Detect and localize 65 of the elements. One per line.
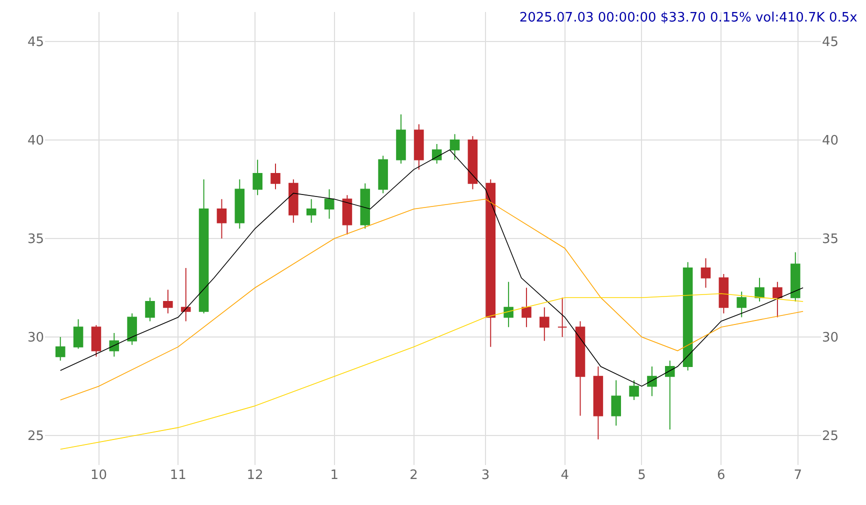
candlestick xyxy=(772,281,782,318)
candlestick xyxy=(145,297,155,322)
candlestick xyxy=(288,178,298,224)
candlestick xyxy=(414,124,424,170)
x-tick-label: 7 xyxy=(794,468,802,483)
candlestick xyxy=(593,366,604,440)
candlestick xyxy=(55,336,66,362)
y-tick-label: 30 xyxy=(27,330,44,346)
candlestick xyxy=(270,163,280,190)
y2-tick-label: 45 xyxy=(822,35,839,50)
candlestick xyxy=(342,194,352,236)
candlestick xyxy=(665,360,675,430)
candlestick xyxy=(718,273,729,314)
candlestick xyxy=(163,289,173,314)
candlestick xyxy=(216,198,227,239)
candlestick xyxy=(378,155,388,194)
y-tick-label: 25 xyxy=(27,429,44,444)
x-tick-label: 12 xyxy=(246,468,264,483)
candlestick xyxy=(522,287,532,328)
candlestick xyxy=(611,380,622,426)
x-tick-label: 6 xyxy=(716,468,726,483)
candlestick xyxy=(127,312,137,346)
candlestick xyxy=(450,134,460,160)
candlestick xyxy=(575,320,586,416)
line-series xyxy=(60,293,804,450)
x-tick-label: 10 xyxy=(90,468,108,483)
candlestick xyxy=(647,366,657,397)
candlestick xyxy=(109,332,120,358)
candlestick xyxy=(306,198,316,224)
y2-tick-label: 30 xyxy=(822,330,839,346)
candlestick xyxy=(700,258,711,288)
x-tick-label: 11 xyxy=(170,468,186,483)
candlestick xyxy=(736,291,746,318)
candlestick xyxy=(180,268,191,322)
y-tick-label: 40 xyxy=(27,134,44,149)
candlestick xyxy=(540,306,550,342)
x-tick-label: 2 xyxy=(410,468,418,483)
candlestick xyxy=(557,297,568,338)
candlestick xyxy=(504,281,514,328)
chart-title: 2025.07.03 00:00:00 $33.70 0.15% vol:410.7K 0.5x xyxy=(519,10,858,26)
x-tick-label: 4 xyxy=(560,468,570,483)
candlestick xyxy=(468,136,478,190)
candlestick xyxy=(682,262,693,371)
y-tick-label: 45 xyxy=(27,35,44,50)
candlestick xyxy=(198,178,209,314)
candlestick xyxy=(360,182,370,230)
candlestick xyxy=(324,188,334,220)
candlestick xyxy=(790,252,800,302)
x-tick-label: 1 xyxy=(330,468,339,483)
line-series xyxy=(60,198,804,400)
x-tick-label: 5 xyxy=(638,468,646,483)
candlestick xyxy=(91,324,102,358)
candlestick xyxy=(486,178,496,348)
line-series xyxy=(60,149,804,387)
candlestick xyxy=(629,380,639,400)
y-tick-label: 35 xyxy=(27,232,44,248)
x-tick-label: 3 xyxy=(481,468,490,483)
candlestick xyxy=(754,277,764,302)
candlestick xyxy=(396,114,406,164)
y2-tick-label: 35 xyxy=(822,232,839,248)
candlestick xyxy=(234,178,245,230)
y2-tick-label: 40 xyxy=(822,134,839,149)
y2-tick-label: 25 xyxy=(822,429,839,444)
candlestick xyxy=(73,318,84,350)
candlestick xyxy=(252,159,262,196)
